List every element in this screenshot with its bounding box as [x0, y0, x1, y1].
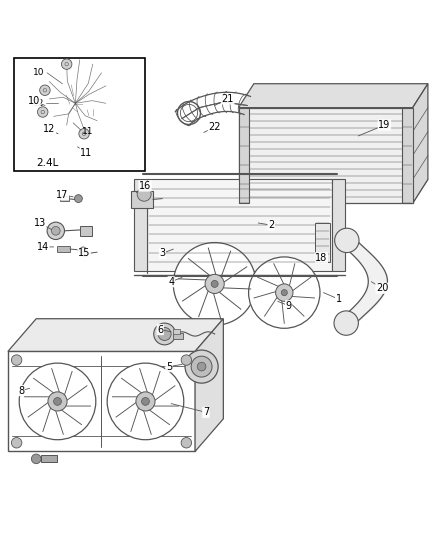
- Text: 11: 11: [82, 127, 93, 136]
- Text: 2.4L: 2.4L: [36, 158, 58, 168]
- Text: 8: 8: [18, 385, 30, 395]
- Circle shape: [38, 107, 48, 117]
- Polygon shape: [239, 108, 413, 204]
- Bar: [332, 180, 345, 271]
- Polygon shape: [413, 84, 428, 204]
- Text: 12: 12: [43, 124, 58, 134]
- Text: 18: 18: [315, 253, 327, 263]
- Circle shape: [107, 363, 184, 440]
- Circle shape: [81, 250, 88, 257]
- Text: 12: 12: [33, 99, 44, 108]
- Text: 14: 14: [37, 242, 53, 252]
- Circle shape: [32, 454, 41, 464]
- Circle shape: [334, 311, 358, 335]
- Bar: [57, 246, 70, 252]
- Text: 21: 21: [215, 94, 234, 106]
- Bar: [131, 191, 153, 208]
- Polygon shape: [195, 319, 223, 451]
- Circle shape: [185, 350, 218, 383]
- Text: 19: 19: [358, 120, 391, 136]
- Circle shape: [19, 363, 96, 440]
- Polygon shape: [239, 108, 250, 204]
- Text: 11: 11: [78, 147, 92, 158]
- Bar: [80, 225, 92, 236]
- Text: 3: 3: [159, 248, 173, 259]
- Polygon shape: [239, 84, 428, 108]
- Circle shape: [191, 356, 212, 377]
- Text: 20: 20: [371, 282, 389, 293]
- Circle shape: [53, 398, 61, 405]
- Circle shape: [181, 355, 191, 365]
- Text: 22: 22: [204, 122, 221, 133]
- Text: 6: 6: [157, 325, 171, 335]
- Circle shape: [205, 274, 224, 294]
- Text: 5: 5: [166, 361, 182, 372]
- Circle shape: [154, 323, 176, 345]
- Circle shape: [51, 227, 60, 235]
- Bar: [173, 329, 180, 334]
- Polygon shape: [8, 319, 223, 351]
- Text: 16: 16: [136, 181, 151, 192]
- Text: 13: 13: [34, 218, 51, 230]
- Circle shape: [335, 228, 359, 253]
- Circle shape: [48, 392, 67, 411]
- Bar: [41, 455, 57, 462]
- Circle shape: [136, 392, 155, 411]
- Circle shape: [137, 187, 151, 201]
- Bar: [134, 180, 147, 271]
- Text: 1: 1: [323, 293, 342, 304]
- Text: 2: 2: [258, 220, 274, 230]
- Circle shape: [211, 280, 218, 287]
- Text: 10: 10: [33, 68, 44, 77]
- Polygon shape: [402, 108, 413, 204]
- Text: 17: 17: [56, 190, 73, 200]
- Circle shape: [197, 362, 206, 371]
- Bar: [315, 223, 330, 262]
- Circle shape: [80, 247, 87, 254]
- Bar: [147, 180, 332, 271]
- Text: 9: 9: [278, 301, 292, 311]
- Circle shape: [79, 128, 89, 139]
- Bar: [60, 196, 69, 201]
- Circle shape: [158, 327, 171, 341]
- Text: 15: 15: [78, 248, 90, 259]
- Bar: [14, 58, 145, 171]
- Text: 4: 4: [168, 277, 182, 287]
- Circle shape: [47, 222, 64, 239]
- Circle shape: [276, 284, 293, 301]
- Polygon shape: [8, 351, 195, 451]
- Circle shape: [281, 289, 287, 296]
- Text: 7: 7: [171, 403, 209, 417]
- Circle shape: [11, 438, 22, 448]
- Circle shape: [61, 59, 72, 69]
- Circle shape: [74, 195, 82, 203]
- Circle shape: [173, 243, 256, 325]
- Text: 10: 10: [28, 96, 45, 106]
- Circle shape: [249, 257, 320, 328]
- Circle shape: [181, 438, 191, 448]
- Bar: [173, 333, 183, 339]
- Circle shape: [11, 355, 22, 365]
- Circle shape: [40, 85, 50, 95]
- Circle shape: [141, 398, 149, 405]
